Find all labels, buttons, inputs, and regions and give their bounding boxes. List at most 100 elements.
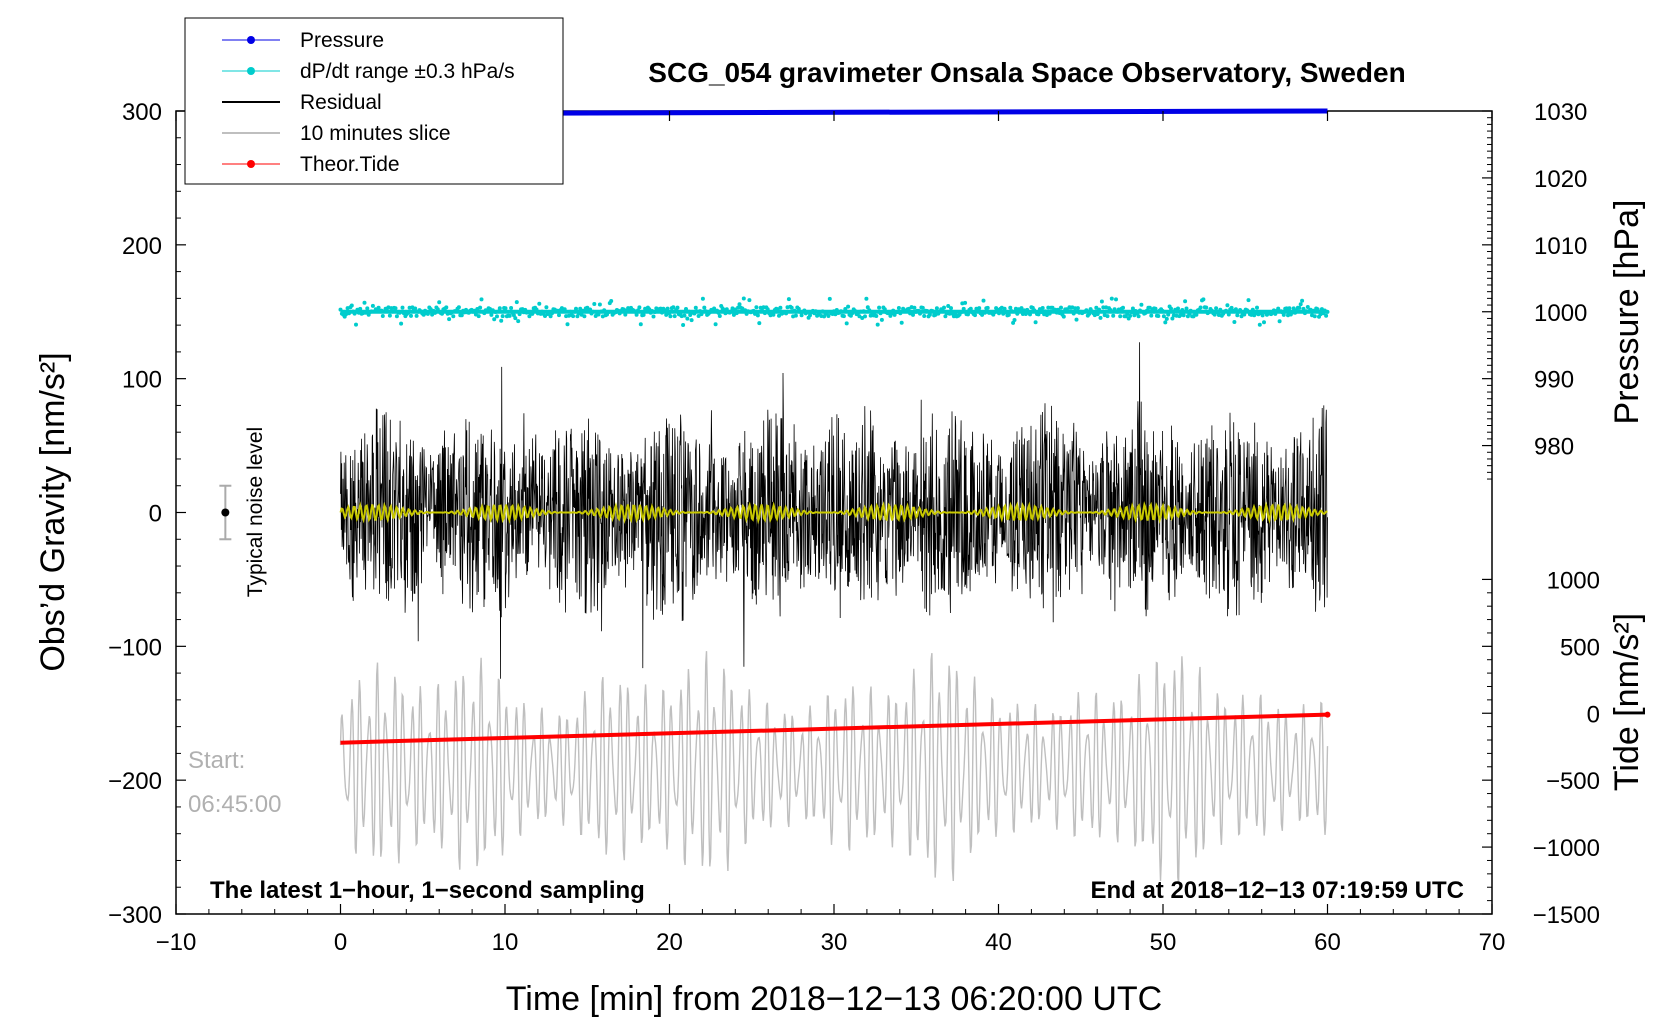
- dpdt-point: [1181, 313, 1186, 318]
- y-tick-label: −200: [108, 768, 162, 795]
- dpdt-point: [571, 314, 576, 319]
- dpdt-point: [437, 300, 442, 305]
- residual-line: [340, 342, 1328, 679]
- dpdt-point: [1291, 306, 1296, 311]
- dpdt-point: [1019, 306, 1024, 311]
- pressure-tick-label: 990: [1534, 367, 1574, 394]
- dpdt-point: [1262, 320, 1266, 325]
- pressure-tick-label: 1020: [1534, 166, 1587, 193]
- x-axis: −10 0 10 20 30 40 50 60 70: [156, 111, 1505, 956]
- dpdt-point: [500, 314, 505, 319]
- noise-dot: [221, 508, 230, 517]
- dpdt-point: [685, 316, 690, 321]
- dpdt-point: [693, 305, 698, 310]
- dpdt-point: [1136, 314, 1141, 319]
- pressure-tick-label: 1000: [1534, 300, 1587, 327]
- dpdt-point: [609, 299, 614, 303]
- dpdt-point: [1098, 315, 1103, 320]
- dpdt-point: [755, 313, 760, 318]
- x-tick-label: 30: [821, 929, 848, 956]
- dpdt-point: [1183, 299, 1188, 304]
- dpdt-point: [1121, 305, 1125, 310]
- dpdt-point: [741, 296, 746, 301]
- dpdt-point: [444, 305, 449, 310]
- dpdt-point: [1128, 313, 1133, 318]
- dpdt-point: [712, 306, 717, 311]
- y-tick-label: 100: [122, 367, 162, 394]
- tide-tick-label: 500: [1560, 634, 1600, 661]
- dpdt-point: [1040, 306, 1045, 310]
- dpdt-point: [1246, 298, 1251, 303]
- dpdt-point: [736, 305, 741, 310]
- dpdt-point: [771, 312, 776, 317]
- dpdt-point: [675, 305, 680, 310]
- dpdt-point: [980, 312, 985, 317]
- dpdt-point: [799, 313, 804, 318]
- dpdt-point: [963, 300, 968, 305]
- dpdt-point: [757, 321, 762, 326]
- dpdt-point: [376, 305, 381, 310]
- residual-smoothed-series: [339, 500, 1328, 525]
- dpdt-point: [637, 305, 642, 310]
- dpdt-point: [879, 317, 884, 322]
- dpdt-point: [863, 314, 867, 319]
- dpdt-point: [681, 323, 686, 327]
- dpdt-point: [537, 301, 542, 306]
- dpdt-point: [875, 322, 880, 327]
- dpdt-point: [400, 305, 405, 310]
- legend-label: 10 minutes slice: [300, 122, 451, 145]
- dpdt-point: [1163, 320, 1168, 325]
- dpdt-point: [1105, 314, 1110, 319]
- dpdt-point: [409, 313, 413, 318]
- dpdt-point: [668, 314, 673, 319]
- dpdt-point: [507, 313, 512, 318]
- dpdt-point: [387, 313, 392, 318]
- dpdt-point: [1149, 313, 1154, 318]
- dpdt-point: [597, 302, 602, 307]
- x-tick-label: 60: [1314, 929, 1341, 956]
- dpdt-point: [747, 298, 752, 303]
- dpdt-point: [973, 313, 977, 318]
- dpdt-point: [513, 316, 518, 321]
- x-tick-label: 0: [334, 929, 347, 956]
- pressure-tick-label: 1010: [1534, 233, 1587, 260]
- dpdt-point: [543, 314, 547, 318]
- x-tick-label: 50: [1150, 929, 1177, 956]
- dpdt-point: [1099, 299, 1104, 304]
- dpdt-point: [479, 297, 484, 302]
- x-tick-label: 20: [656, 929, 683, 956]
- dpdt-point: [1198, 305, 1203, 310]
- dpdt-point: [1059, 305, 1063, 310]
- dpdt-point: [362, 300, 367, 305]
- tide-axis-title: Tide [nm/s²]: [1608, 613, 1646, 791]
- legend-label: Residual: [300, 91, 382, 114]
- dpdt-point: [413, 306, 418, 311]
- residual-series: [340, 342, 1328, 679]
- dpdt-point: [793, 313, 798, 318]
- dpdt-point: [874, 314, 879, 318]
- start-label: Start:: [188, 747, 245, 774]
- dpdt-point: [1257, 322, 1262, 327]
- x-tick-label: 10: [492, 929, 519, 956]
- dpdt-point: [754, 305, 759, 310]
- dpdt-point: [968, 306, 973, 311]
- dpdt-point: [478, 305, 483, 310]
- dpdt-point: [1214, 306, 1219, 311]
- dpdt-point: [497, 306, 502, 311]
- dpdt-point: [1194, 312, 1199, 317]
- dpdt-point: [700, 296, 705, 301]
- pressure-tick-label: 1030: [1534, 99, 1587, 126]
- dpdt-point: [1232, 320, 1237, 324]
- dpdt-point: [949, 306, 953, 311]
- dpdt-point: [761, 305, 766, 310]
- dpdt-point: [544, 305, 549, 310]
- dpdt-point: [1130, 306, 1135, 311]
- dpdt-point: [912, 305, 917, 310]
- y-tick-label: −100: [108, 634, 162, 661]
- dpdt-point: [713, 322, 718, 327]
- y-tick-label: 200: [122, 233, 162, 260]
- dpdt-point: [354, 322, 358, 327]
- dpdt-point: [1225, 303, 1230, 308]
- dpdt-point: [1075, 306, 1080, 311]
